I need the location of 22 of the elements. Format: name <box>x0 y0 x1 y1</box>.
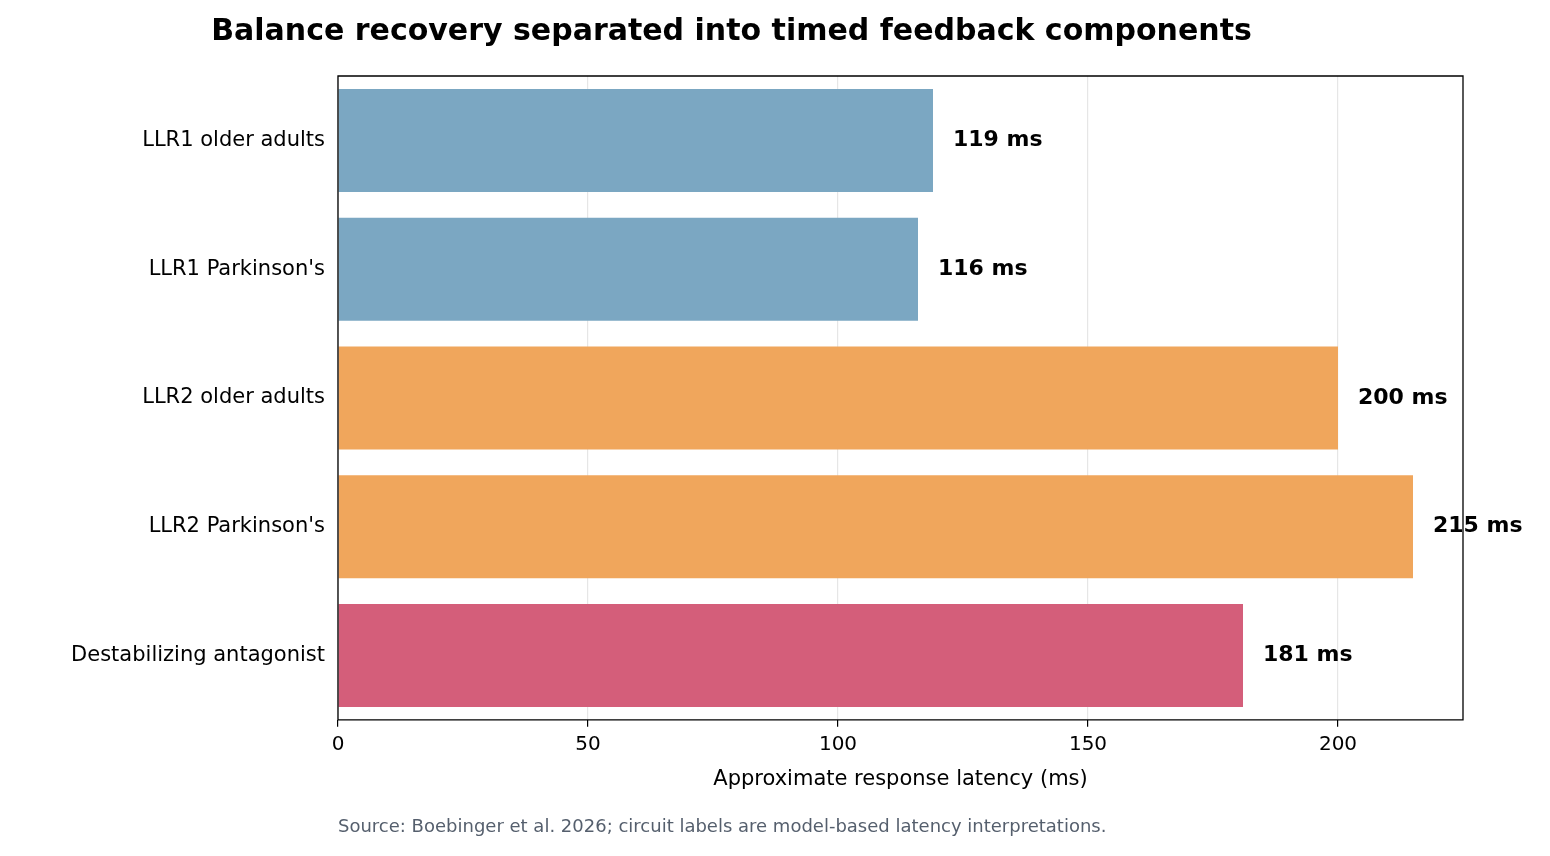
x-tick-label: 150 <box>1068 731 1108 755</box>
y-tick-label: LLR2 Parkinson's <box>148 513 325 538</box>
y-tick-label: LLR2 older adults <box>142 384 325 409</box>
bar <box>338 475 1413 579</box>
chart-title: Balance recovery separated into timed feedback components <box>211 11 1252 47</box>
bar <box>338 88 933 192</box>
x-tick-label: 50 <box>575 731 601 755</box>
source-note: Source: Boebinger et al. 2026; circuit labels are model-based latency interpretations. <box>338 814 1107 836</box>
y-tick-label: LLR1 older adults <box>142 126 325 151</box>
data-label: 200 ms <box>1358 383 1448 409</box>
y-tick-label: Destabilizing antagonist <box>71 641 325 666</box>
y-tick-label: LLR1 Parkinson's <box>148 255 325 280</box>
data-label: 119 ms <box>953 126 1043 152</box>
bar <box>338 217 918 321</box>
data-label: 116 ms <box>938 254 1028 280</box>
data-label: 181 ms <box>1263 641 1353 667</box>
bar <box>338 603 1243 707</box>
x-tick-label: 0 <box>331 731 345 755</box>
x-axis-title: Approximate response latency (ms) <box>713 765 1088 790</box>
x-tick-label: 100 <box>818 731 858 755</box>
x-tick-label: 200 <box>1318 731 1358 755</box>
bar <box>338 346 1338 450</box>
